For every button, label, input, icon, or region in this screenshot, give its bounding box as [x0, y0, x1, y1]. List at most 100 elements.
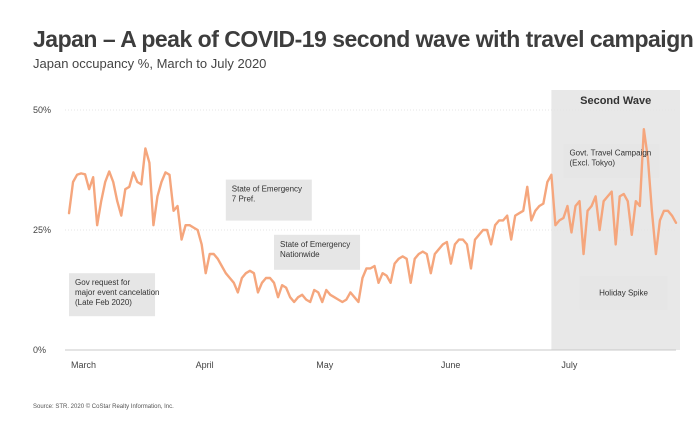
data-point — [184, 224, 186, 226]
data-point — [68, 212, 70, 214]
data-point — [667, 210, 669, 212]
data-point — [168, 174, 170, 176]
annotation-box — [225, 179, 312, 221]
data-point — [100, 200, 102, 202]
y-tick-label: 25% — [33, 225, 51, 235]
data-point — [410, 282, 412, 284]
y-tick-label: 50% — [33, 105, 51, 115]
data-point — [546, 181, 548, 183]
data-point — [385, 275, 387, 277]
data-point — [450, 263, 452, 265]
data-point — [389, 282, 391, 284]
data-point — [542, 203, 544, 205]
data-point — [301, 294, 303, 296]
x-tick-label: June — [441, 360, 461, 370]
data-point — [309, 301, 311, 303]
data-point — [124, 188, 126, 190]
data-point — [76, 174, 78, 176]
data-point — [611, 191, 613, 193]
data-point — [534, 210, 536, 212]
chart-source: Source: STR. 2020 © CoStar Realty Inform… — [33, 404, 174, 410]
chart-subtitle: Japan occupancy %, March to July 2020 — [33, 56, 267, 71]
data-point — [466, 243, 468, 245]
data-point — [221, 265, 223, 267]
data-point — [442, 243, 444, 245]
data-point — [96, 224, 98, 226]
data-point — [530, 219, 532, 221]
data-point — [414, 258, 416, 260]
data-point — [623, 193, 625, 195]
annotation-label: Gov request for major event cancelation (L… — [75, 278, 160, 307]
data-point — [337, 299, 339, 301]
annotation-label: State of Emergency 7 Pref. — [232, 185, 302, 204]
data-point — [486, 229, 488, 231]
data-point — [599, 229, 601, 231]
data-point — [566, 205, 568, 207]
data-point — [357, 301, 359, 303]
annotation-label: Holiday Spike — [599, 289, 648, 298]
data-point — [144, 147, 146, 149]
data-point — [402, 255, 404, 257]
data-point — [88, 188, 90, 190]
data-point — [651, 210, 653, 212]
data-point — [426, 253, 428, 255]
data-point — [518, 212, 520, 214]
data-point — [502, 219, 504, 221]
data-point — [562, 217, 564, 219]
data-point — [257, 291, 259, 293]
data-point — [128, 186, 130, 188]
data-point — [377, 282, 379, 284]
annotation-label: Govt. Travel Campaign (Excl. Tokyo) — [569, 149, 651, 168]
data-point — [132, 171, 134, 173]
data-point — [586, 210, 588, 212]
data-point — [281, 284, 283, 286]
data-point — [578, 200, 580, 202]
data-point — [550, 174, 552, 176]
data-point — [217, 258, 219, 260]
data-point — [120, 215, 122, 217]
data-point — [398, 258, 400, 260]
data-point — [193, 227, 195, 229]
annotation-box — [274, 234, 361, 270]
data-point — [92, 176, 94, 178]
annotation-label: State of Emergency Nationwide — [280, 240, 350, 259]
data-point — [305, 299, 307, 301]
data-point — [136, 181, 138, 183]
data-point — [289, 296, 291, 298]
data-point — [80, 172, 82, 174]
data-point — [313, 289, 315, 291]
data-point — [619, 195, 621, 197]
data-point — [522, 210, 524, 212]
occupancy-line — [67, 127, 678, 304]
data-point — [225, 272, 227, 274]
x-tick-label: April — [196, 360, 214, 370]
data-point — [631, 234, 633, 236]
data-point — [490, 243, 492, 245]
data-point — [406, 258, 408, 260]
data-point — [253, 272, 255, 274]
data-point — [373, 265, 375, 267]
data-point — [205, 272, 207, 274]
data-point — [438, 248, 440, 250]
annotation-box — [69, 273, 156, 317]
data-point — [197, 229, 199, 231]
data-point — [462, 239, 464, 241]
data-point — [160, 181, 162, 183]
data-point — [446, 241, 448, 243]
data-point — [245, 272, 247, 274]
data-point — [321, 301, 323, 303]
data-point — [84, 173, 86, 175]
data-point — [180, 239, 182, 241]
data-point — [470, 267, 472, 269]
data-point — [418, 253, 420, 255]
data-point — [514, 215, 516, 217]
data-point — [325, 289, 327, 291]
data-point — [213, 253, 215, 255]
data-point — [558, 219, 560, 221]
data-point — [229, 277, 231, 279]
data-point — [349, 291, 351, 293]
data-point — [643, 128, 645, 130]
data-point — [506, 215, 508, 217]
data-point — [72, 181, 74, 183]
